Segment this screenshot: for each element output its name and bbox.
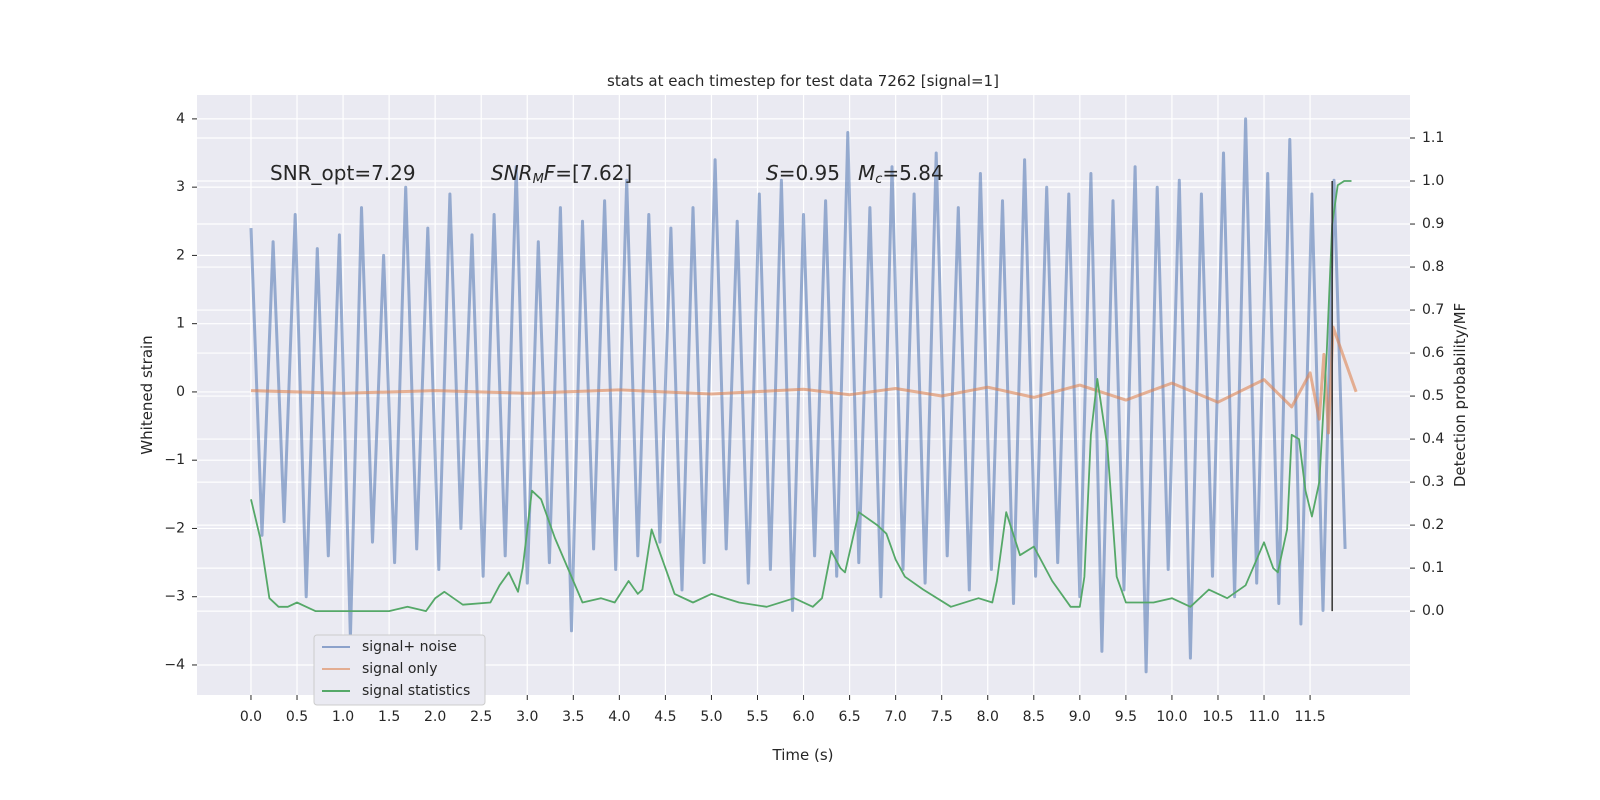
annotation-part: M <box>858 161 875 185</box>
y-tick-label: 2 <box>176 247 185 263</box>
y-tick-label: −4 <box>164 657 185 673</box>
chart-title: stats at each timestep for test data 726… <box>607 72 999 90</box>
annotation-part: =[7.62] <box>555 161 632 185</box>
y2-tick-label: 0.0 <box>1422 603 1444 619</box>
series-line <box>250 325 1358 435</box>
x-tick-label: 6.5 <box>838 709 860 725</box>
annotation-part: SNR_opt=7.29 <box>270 161 416 185</box>
x-tick-label: 2.5 <box>470 709 492 725</box>
annotation-part: =5.84 <box>882 161 943 185</box>
annotation-part: =0.95 <box>779 161 840 185</box>
y2-tick-label: 0.8 <box>1422 259 1444 275</box>
y-axis-label: Whitened strain <box>138 335 156 454</box>
x-tick-label: 5.0 <box>700 709 722 725</box>
x-tick-label: 11.5 <box>1294 709 1325 725</box>
x-tick-label: 7.0 <box>885 709 907 725</box>
x-tick-label: 4.0 <box>608 709 630 725</box>
x-tick-label: 0.5 <box>286 709 308 725</box>
x-tick-label: 8.0 <box>977 709 999 725</box>
annotation-part: SNR <box>491 161 533 185</box>
series-line <box>250 180 1352 612</box>
annotation: Mc=5.84 <box>858 161 944 187</box>
annotation-part: M <box>533 172 544 187</box>
x-axis-label: Time (s) <box>772 746 834 764</box>
y2-tick-label: 0.7 <box>1422 302 1444 318</box>
legend: signal+ noise signal only signal statistic… <box>313 634 486 706</box>
y2-tick-label: 0.1 <box>1422 560 1444 576</box>
y-tick-label: −2 <box>164 520 185 536</box>
x-tick-label: 0.0 <box>240 709 262 725</box>
x-tick-label: 5.5 <box>746 709 768 725</box>
annotation: SNRMF=[7.62] <box>491 161 632 187</box>
x-tick-label: 4.5 <box>654 709 676 725</box>
legend-box <box>313 634 486 706</box>
legend-label: signal+ noise <box>362 639 457 655</box>
x-tick-label: 3.0 <box>516 709 538 725</box>
x-tick-label: 3.5 <box>562 709 584 725</box>
annotation-part: c <box>875 172 882 187</box>
y-tick-label: −3 <box>164 589 185 605</box>
legend-label: signal statistics <box>362 683 470 699</box>
annotation: S=0.95 <box>766 161 840 185</box>
x-tick-label: 9.5 <box>1115 709 1137 725</box>
y2-axis-label: Detection probability/MF <box>1451 303 1469 487</box>
y-tick-label: 4 <box>176 111 185 127</box>
x-tick-label: 10.0 <box>1156 709 1187 725</box>
y2-tick-label: 0.9 <box>1422 216 1444 232</box>
annotation-part: S <box>766 161 779 185</box>
legend-label: signal only <box>362 661 437 677</box>
y2-tick-label: 0.3 <box>1422 474 1444 490</box>
y2-tick-label: 0.2 <box>1422 517 1444 533</box>
x-tick-label: 2.0 <box>424 709 446 725</box>
y-tick-label: 1 <box>176 316 185 332</box>
x-tick-label: 6.0 <box>792 709 814 725</box>
x-tick-label: 11.0 <box>1248 709 1279 725</box>
x-tick-label: 9.0 <box>1069 709 1091 725</box>
y-tick-label: 3 <box>176 179 185 195</box>
x-tick-label: 10.5 <box>1202 709 1233 725</box>
y-tick-label: −1 <box>164 452 185 468</box>
y-tick-label: 0 <box>176 384 185 400</box>
y2-tick-label: 0.6 <box>1422 345 1444 361</box>
series-line <box>249 117 1347 674</box>
x-tick-label: 1.5 <box>378 709 400 725</box>
y2-tick-label: 1.1 <box>1422 130 1444 146</box>
x-tick-label: 1.0 <box>332 709 354 725</box>
x-tick-label: 8.5 <box>1023 709 1045 725</box>
y2-tick-label: 1.0 <box>1422 173 1444 189</box>
annotation: SNR_opt=7.29 <box>270 161 416 185</box>
annotation-part: F <box>544 161 556 185</box>
y2-tick-label: 0.4 <box>1422 431 1444 447</box>
x-tick-label: 7.5 <box>931 709 953 725</box>
y2-tick-label: 0.5 <box>1422 388 1444 404</box>
